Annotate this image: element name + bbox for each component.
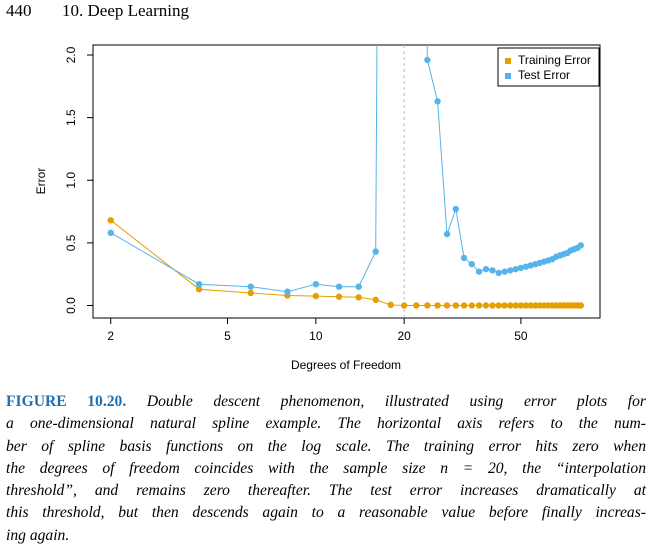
data-point (335, 293, 343, 300)
legend-label: Test Error (518, 68, 570, 82)
data-point (522, 263, 530, 270)
x-tick-label: 50 (514, 329, 528, 343)
data-point (495, 302, 502, 309)
data-point (355, 283, 362, 290)
data-point (489, 302, 496, 309)
data-point (495, 269, 502, 277)
caption-text: ber of spline basis functions on the log… (6, 437, 646, 455)
legend-swatch (505, 73, 511, 79)
caption-text: ing again. (6, 526, 70, 544)
data-point (434, 302, 441, 309)
x-tick-label: 10 (309, 329, 323, 343)
caption-line: ber of spline basis functions on the log… (6, 436, 646, 458)
data-point (195, 280, 203, 288)
data-point (527, 302, 534, 309)
data-point (312, 292, 320, 300)
plot-box (92, 44, 601, 319)
data-point (284, 288, 291, 295)
x-tick-label: 2 (107, 329, 114, 343)
data-point (195, 285, 203, 293)
caption-text: the degrees of freedom coincides with th… (6, 459, 646, 477)
legend-swatch (505, 58, 511, 64)
data-point (312, 280, 320, 288)
data-point (517, 302, 525, 309)
chart: 440 10. Deep Learning Degrees of Freedom… (6, 1, 601, 372)
legend-label: Training Error (518, 53, 591, 67)
data-point (460, 302, 468, 309)
caption-text: a one-dimensional natural spline example… (6, 415, 646, 433)
data-point (507, 302, 514, 309)
x-axis-label: Degrees of Freedom (291, 358, 401, 372)
data-point (468, 260, 475, 268)
data-point (475, 268, 483, 275)
caption: FIGURE 10.20. Double descent phenomenon,… (6, 391, 646, 547)
running-head: 10. Deep Learning (62, 1, 189, 20)
caption-text: this threshold, but then descends again … (6, 504, 646, 522)
y-axis-label: Error (34, 168, 48, 195)
caption-line: the degrees of freedom coincides with th… (6, 458, 646, 480)
data-point (247, 283, 254, 290)
data-point (335, 283, 343, 290)
plot-area (107, 45, 585, 309)
caption-line: ing again. (6, 525, 646, 547)
data-point (400, 302, 408, 309)
data-point (413, 302, 420, 309)
data-point (532, 302, 539, 309)
x-tick-label: 5 (224, 329, 231, 343)
y-tick-label: 0.0 (64, 297, 78, 314)
data-point (512, 265, 519, 273)
data-point (443, 302, 451, 309)
series-line (110, 45, 582, 293)
data-point (517, 264, 525, 272)
data-point (355, 294, 362, 301)
figure-label: FIGURE 10.20. (6, 393, 127, 410)
caption-line: this threshold, but then descends again … (6, 502, 646, 524)
data-point (468, 302, 475, 309)
series-line (110, 219, 581, 306)
data-point (512, 302, 519, 309)
data-point (443, 230, 451, 238)
y-tick-label: 1.0 (64, 172, 78, 189)
data-point (452, 205, 460, 213)
data-point (460, 254, 468, 262)
data-point (475, 302, 483, 309)
y-tick-label: 2.0 (64, 46, 78, 63)
data-point (482, 302, 490, 309)
caption-line: FIGURE 10.20. Double descent phenomenon,… (6, 391, 646, 413)
x-tick-label: 20 (397, 329, 411, 343)
caption-text: threshold”, and remains zero thereafter.… (6, 482, 646, 500)
data-point (577, 242, 585, 249)
data-point (489, 267, 496, 274)
page-number: 440 (6, 1, 32, 20)
data-point (372, 296, 379, 304)
data-point (424, 56, 431, 64)
data-point (107, 229, 114, 237)
y-tick-label: 0.5 (64, 234, 78, 251)
data-point (482, 265, 490, 273)
legend-box (497, 47, 600, 87)
data-point (507, 267, 514, 274)
caption-line: threshold”, and remains zero thereafter.… (6, 480, 646, 502)
data-point (452, 302, 460, 309)
caption-text: Double descent phenomenon, illustrated u… (146, 393, 646, 410)
caption-line: a one-dimensional natural spline example… (6, 413, 646, 435)
data-point (424, 302, 431, 309)
data-point (501, 268, 508, 275)
data-point (522, 302, 530, 309)
data-point (247, 289, 254, 297)
data-point (387, 301, 394, 309)
data-point (501, 302, 508, 309)
data-point (372, 248, 379, 255)
data-point (577, 302, 585, 309)
data-point (107, 217, 114, 224)
data-point (434, 98, 441, 105)
y-tick-label: 1.5 (64, 109, 78, 126)
